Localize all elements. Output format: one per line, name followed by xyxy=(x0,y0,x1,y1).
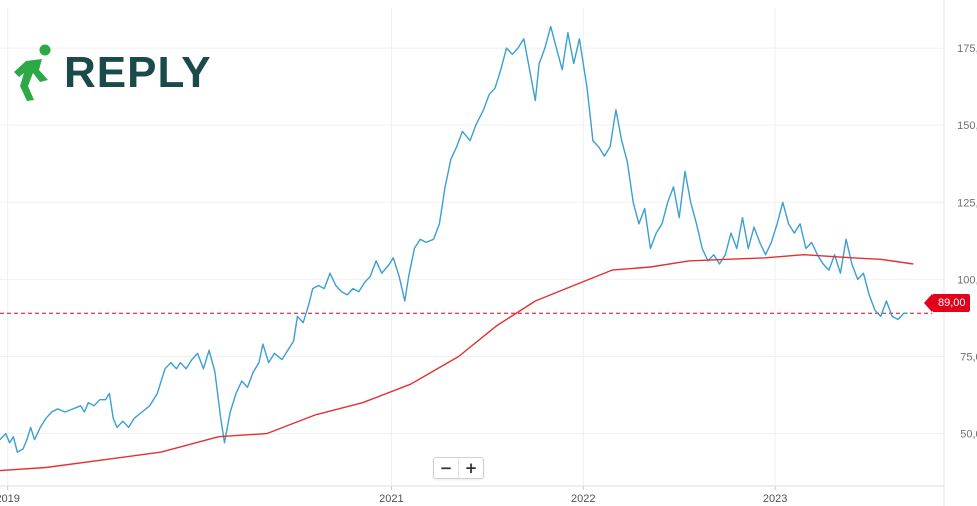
y-tick-label: 175,00 xyxy=(957,43,977,55)
y-tick-label: 50,00 xyxy=(960,429,977,441)
x-axis: 2019 2021 2022 2023 xyxy=(0,485,944,505)
zoom-controls: − + xyxy=(433,457,484,479)
grid-lines xyxy=(0,8,944,486)
x-tick-label: 2019 xyxy=(0,493,20,505)
y-axis: 50,00 75,00 100,00 125,00 150,00 175,00 xyxy=(943,0,977,506)
y-tick-label: 75,00 xyxy=(960,351,977,363)
y-tick-label: 100,00 xyxy=(957,274,977,286)
current-price-badge: 89,00 xyxy=(924,294,970,312)
price-series-line xyxy=(0,25,908,453)
zoom-out-button[interactable]: − xyxy=(439,459,453,477)
x-tick-label: 2023 xyxy=(763,493,787,505)
y-tick-label: 150,00 xyxy=(957,120,977,132)
runner-logo-icon xyxy=(14,44,51,101)
zoom-in-button[interactable]: + xyxy=(458,458,483,478)
x-tick-label: 2022 xyxy=(571,493,595,505)
series-layer xyxy=(0,25,914,472)
y-tick-label: 125,00 xyxy=(957,197,977,209)
brand-name: REPLY xyxy=(64,48,212,97)
x-tick-label: 2021 xyxy=(379,493,403,505)
moving-average-line xyxy=(0,254,914,472)
reply-logo: REPLY xyxy=(6,42,212,104)
